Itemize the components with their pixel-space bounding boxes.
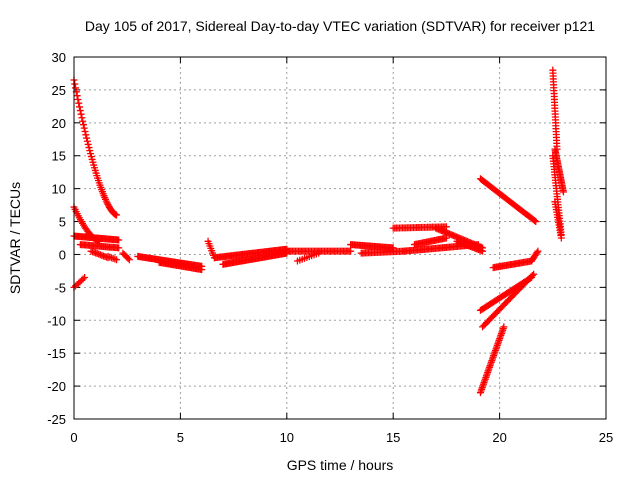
y-tick-label: -15 (47, 346, 66, 361)
tick-labels: 0 5 10 15 20 25 -25 -20 -15 -10 -5 0 5 10 15 20 25 30 (47, 50, 613, 445)
data-point (442, 223, 450, 231)
x-tick-label: 10 (280, 430, 294, 445)
data-point (315, 249, 323, 257)
y-tick-label: 15 (52, 149, 66, 164)
data-point (528, 272, 536, 280)
data-point (115, 236, 123, 244)
y-tick-label: 30 (52, 50, 66, 65)
data-point (83, 134, 91, 142)
data-point (531, 217, 539, 225)
data-point (74, 95, 82, 103)
y-axis-label: SDTVAR / TECUs (7, 182, 23, 294)
chart-title: Day 105 of 2017, Sidereal Day-to-day VTE… (85, 18, 595, 34)
data-point (125, 256, 133, 264)
data-point (500, 323, 508, 331)
data-point (102, 197, 110, 205)
y-tick-label: 20 (52, 116, 66, 131)
data-point (79, 275, 87, 283)
y-tick-label: -20 (47, 379, 66, 394)
y-tick-label: 10 (52, 182, 66, 197)
y-tick-label: -25 (47, 412, 66, 427)
data-point (530, 270, 538, 278)
y-tick-label: -10 (47, 313, 66, 328)
data-point (533, 249, 541, 257)
data-point (79, 117, 87, 125)
data-point (84, 140, 92, 148)
data-point (534, 247, 542, 255)
x-tick-label: 25 (599, 430, 613, 445)
data-point (347, 247, 355, 255)
y-tick-label: -5 (54, 280, 66, 295)
data-marks (70, 66, 567, 397)
data-point (103, 199, 111, 207)
x-tick-label: 15 (386, 430, 400, 445)
data-point (77, 110, 85, 118)
y-tick-label: 0 (59, 247, 66, 262)
x-tick-label: 20 (492, 430, 506, 445)
plot-frame (73, 56, 607, 420)
y-tick-label: 5 (59, 215, 66, 230)
grid (73, 56, 607, 420)
data-point (78, 114, 86, 122)
data-point (83, 137, 91, 145)
x-tick-label: 0 (70, 430, 77, 445)
data-point (124, 254, 132, 262)
data-point (76, 107, 84, 115)
data-point (86, 147, 94, 155)
data-point (557, 234, 565, 242)
y-tick-label: 25 (52, 83, 66, 98)
x-tick-label: 5 (177, 430, 184, 445)
data-point (72, 84, 80, 92)
data-point (73, 92, 81, 100)
data-point (479, 247, 487, 255)
data-point (113, 211, 121, 219)
data-point (115, 244, 123, 252)
data-point (559, 188, 567, 196)
data-point (113, 256, 121, 264)
data-point (532, 218, 540, 226)
data-point (81, 127, 89, 135)
data-point (81, 273, 89, 281)
data-point (71, 80, 79, 88)
data-point (198, 266, 206, 274)
data-point (75, 99, 83, 107)
data-point (85, 144, 93, 152)
data-point (82, 131, 90, 139)
x-axis-label: GPS time / hours (287, 457, 394, 473)
data-point (76, 103, 84, 111)
data-point (79, 121, 87, 129)
data-point (80, 124, 88, 132)
